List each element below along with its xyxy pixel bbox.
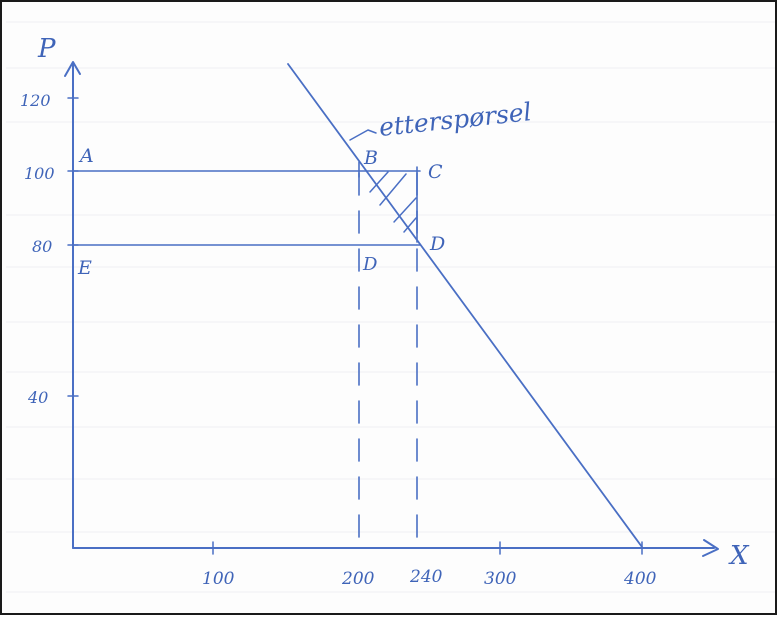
y-tick-40: 40 [27, 388, 48, 407]
paper-rules [6, 21, 775, 593]
y-axis-arrow [64, 61, 81, 77]
curve-label: etterspørsel [378, 97, 533, 142]
y-tick-80: 80 [32, 237, 52, 256]
y-tick-100: 100 [24, 164, 55, 183]
x-tick-200: 200 [341, 569, 375, 589]
x-tick-400: 400 [623, 569, 657, 589]
x-tick-300: 300 [484, 569, 517, 589]
axes [64, 61, 719, 557]
y-tick-120: 120 [20, 91, 51, 110]
x-tick-100: 100 [202, 569, 235, 589]
x-axis-arrow [702, 539, 719, 557]
point-label-e: E [77, 257, 92, 279]
point-label-c: C [428, 161, 443, 183]
x-axis-label: X [728, 541, 750, 571]
x-ticks [212, 541, 643, 555]
curve-label-leader [349, 129, 377, 141]
x-tick-240: 240 [409, 567, 443, 587]
hatched-area [369, 171, 417, 233]
point-label-d2: D [362, 254, 378, 275]
point-label-d: D [429, 233, 445, 255]
y-ticks [67, 97, 79, 397]
y-axis-label: P [37, 34, 56, 64]
demand-curve [287, 63, 643, 548]
point-label-b: B [363, 147, 378, 169]
point-label-a: A [78, 145, 94, 167]
